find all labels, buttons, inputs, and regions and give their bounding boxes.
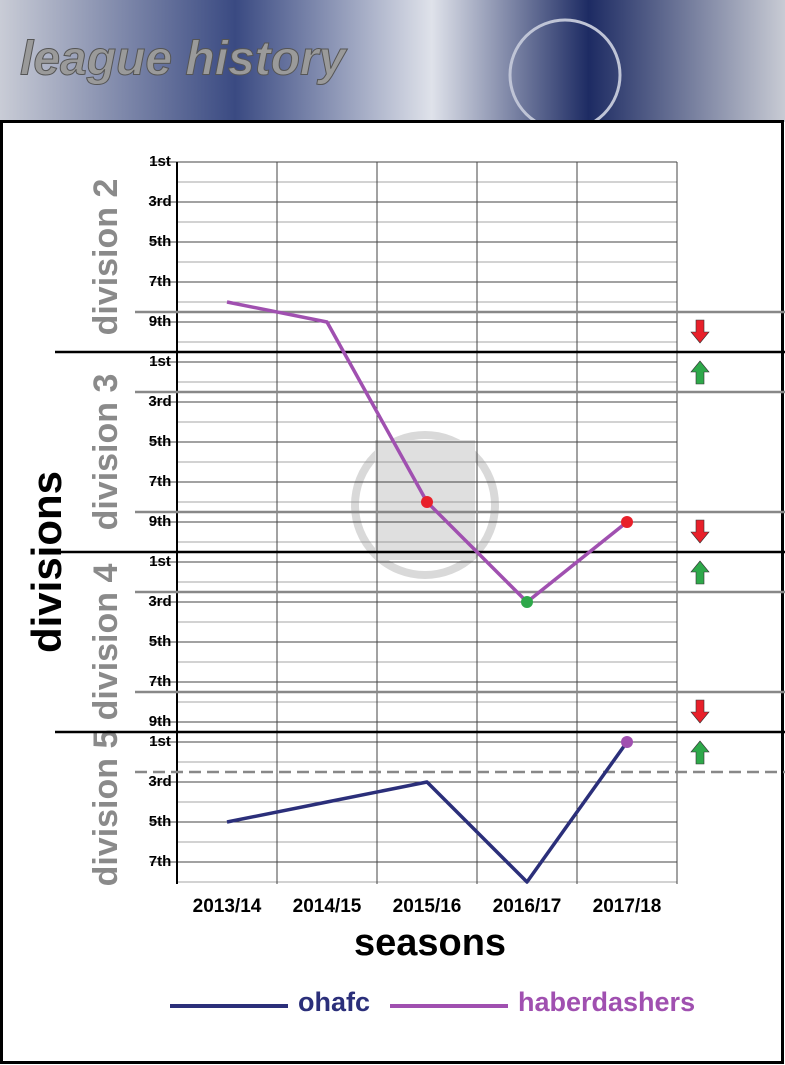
- point: [421, 496, 433, 508]
- legend-label: ohafc: [298, 987, 370, 1017]
- y-tick-label: 9th: [149, 313, 172, 330]
- y-tick-label: 7th: [149, 473, 172, 490]
- division-label: division 4: [87, 564, 125, 721]
- y-tick-label: 7th: [149, 273, 172, 290]
- y-tick-label: 3rd: [148, 593, 171, 610]
- header-image: [0, 0, 785, 122]
- y-tick-label: 9th: [149, 513, 172, 530]
- point: [621, 736, 633, 748]
- chart-title: league history: [20, 33, 348, 86]
- y-tick-label: 5th: [149, 633, 172, 650]
- y-tick-label: 1st: [149, 153, 171, 170]
- y-tick-label: 3rd: [148, 773, 171, 790]
- relegation-arrow: [690, 699, 710, 724]
- x-tick-label: 2013/14: [193, 896, 262, 917]
- x-tick-label: 2015/16: [393, 896, 462, 917]
- y-tick-label: 3rd: [148, 393, 171, 410]
- line-series: [226, 740, 629, 884]
- division-label: division 2: [87, 179, 125, 336]
- point: [521, 596, 533, 608]
- y-axis-label: divisions: [23, 471, 70, 653]
- y-tick-label: 3rd: [148, 193, 171, 210]
- x-tick-label: 2016/17: [493, 896, 562, 917]
- division-label: division 3: [87, 374, 125, 531]
- promotion-arrow: [690, 740, 710, 765]
- x-tick-label: 2017/18: [593, 896, 662, 917]
- y-tick-label: 5th: [149, 233, 172, 250]
- y-tick-label: 1st: [149, 733, 171, 750]
- division-label: division 5: [87, 730, 125, 887]
- x-axis-label: seasons: [354, 922, 506, 964]
- promotion-arrow: [690, 360, 710, 385]
- y-tick-label: 9th: [149, 713, 172, 730]
- point: [621, 516, 633, 528]
- y-tick-label: 1st: [149, 553, 171, 570]
- relegation-arrow: [690, 519, 710, 544]
- y-tick-label: 7th: [149, 853, 172, 870]
- y-tick-label: 5th: [149, 433, 172, 450]
- y-tick-label: 5th: [149, 813, 172, 830]
- relegation-arrow: [690, 319, 710, 344]
- legend-label: haberdashers: [518, 987, 695, 1017]
- y-tick-label: 1st: [149, 353, 171, 370]
- promotion-arrow: [690, 560, 710, 585]
- x-tick-label: 2014/15: [293, 896, 362, 917]
- y-tick-label: 7th: [149, 673, 172, 690]
